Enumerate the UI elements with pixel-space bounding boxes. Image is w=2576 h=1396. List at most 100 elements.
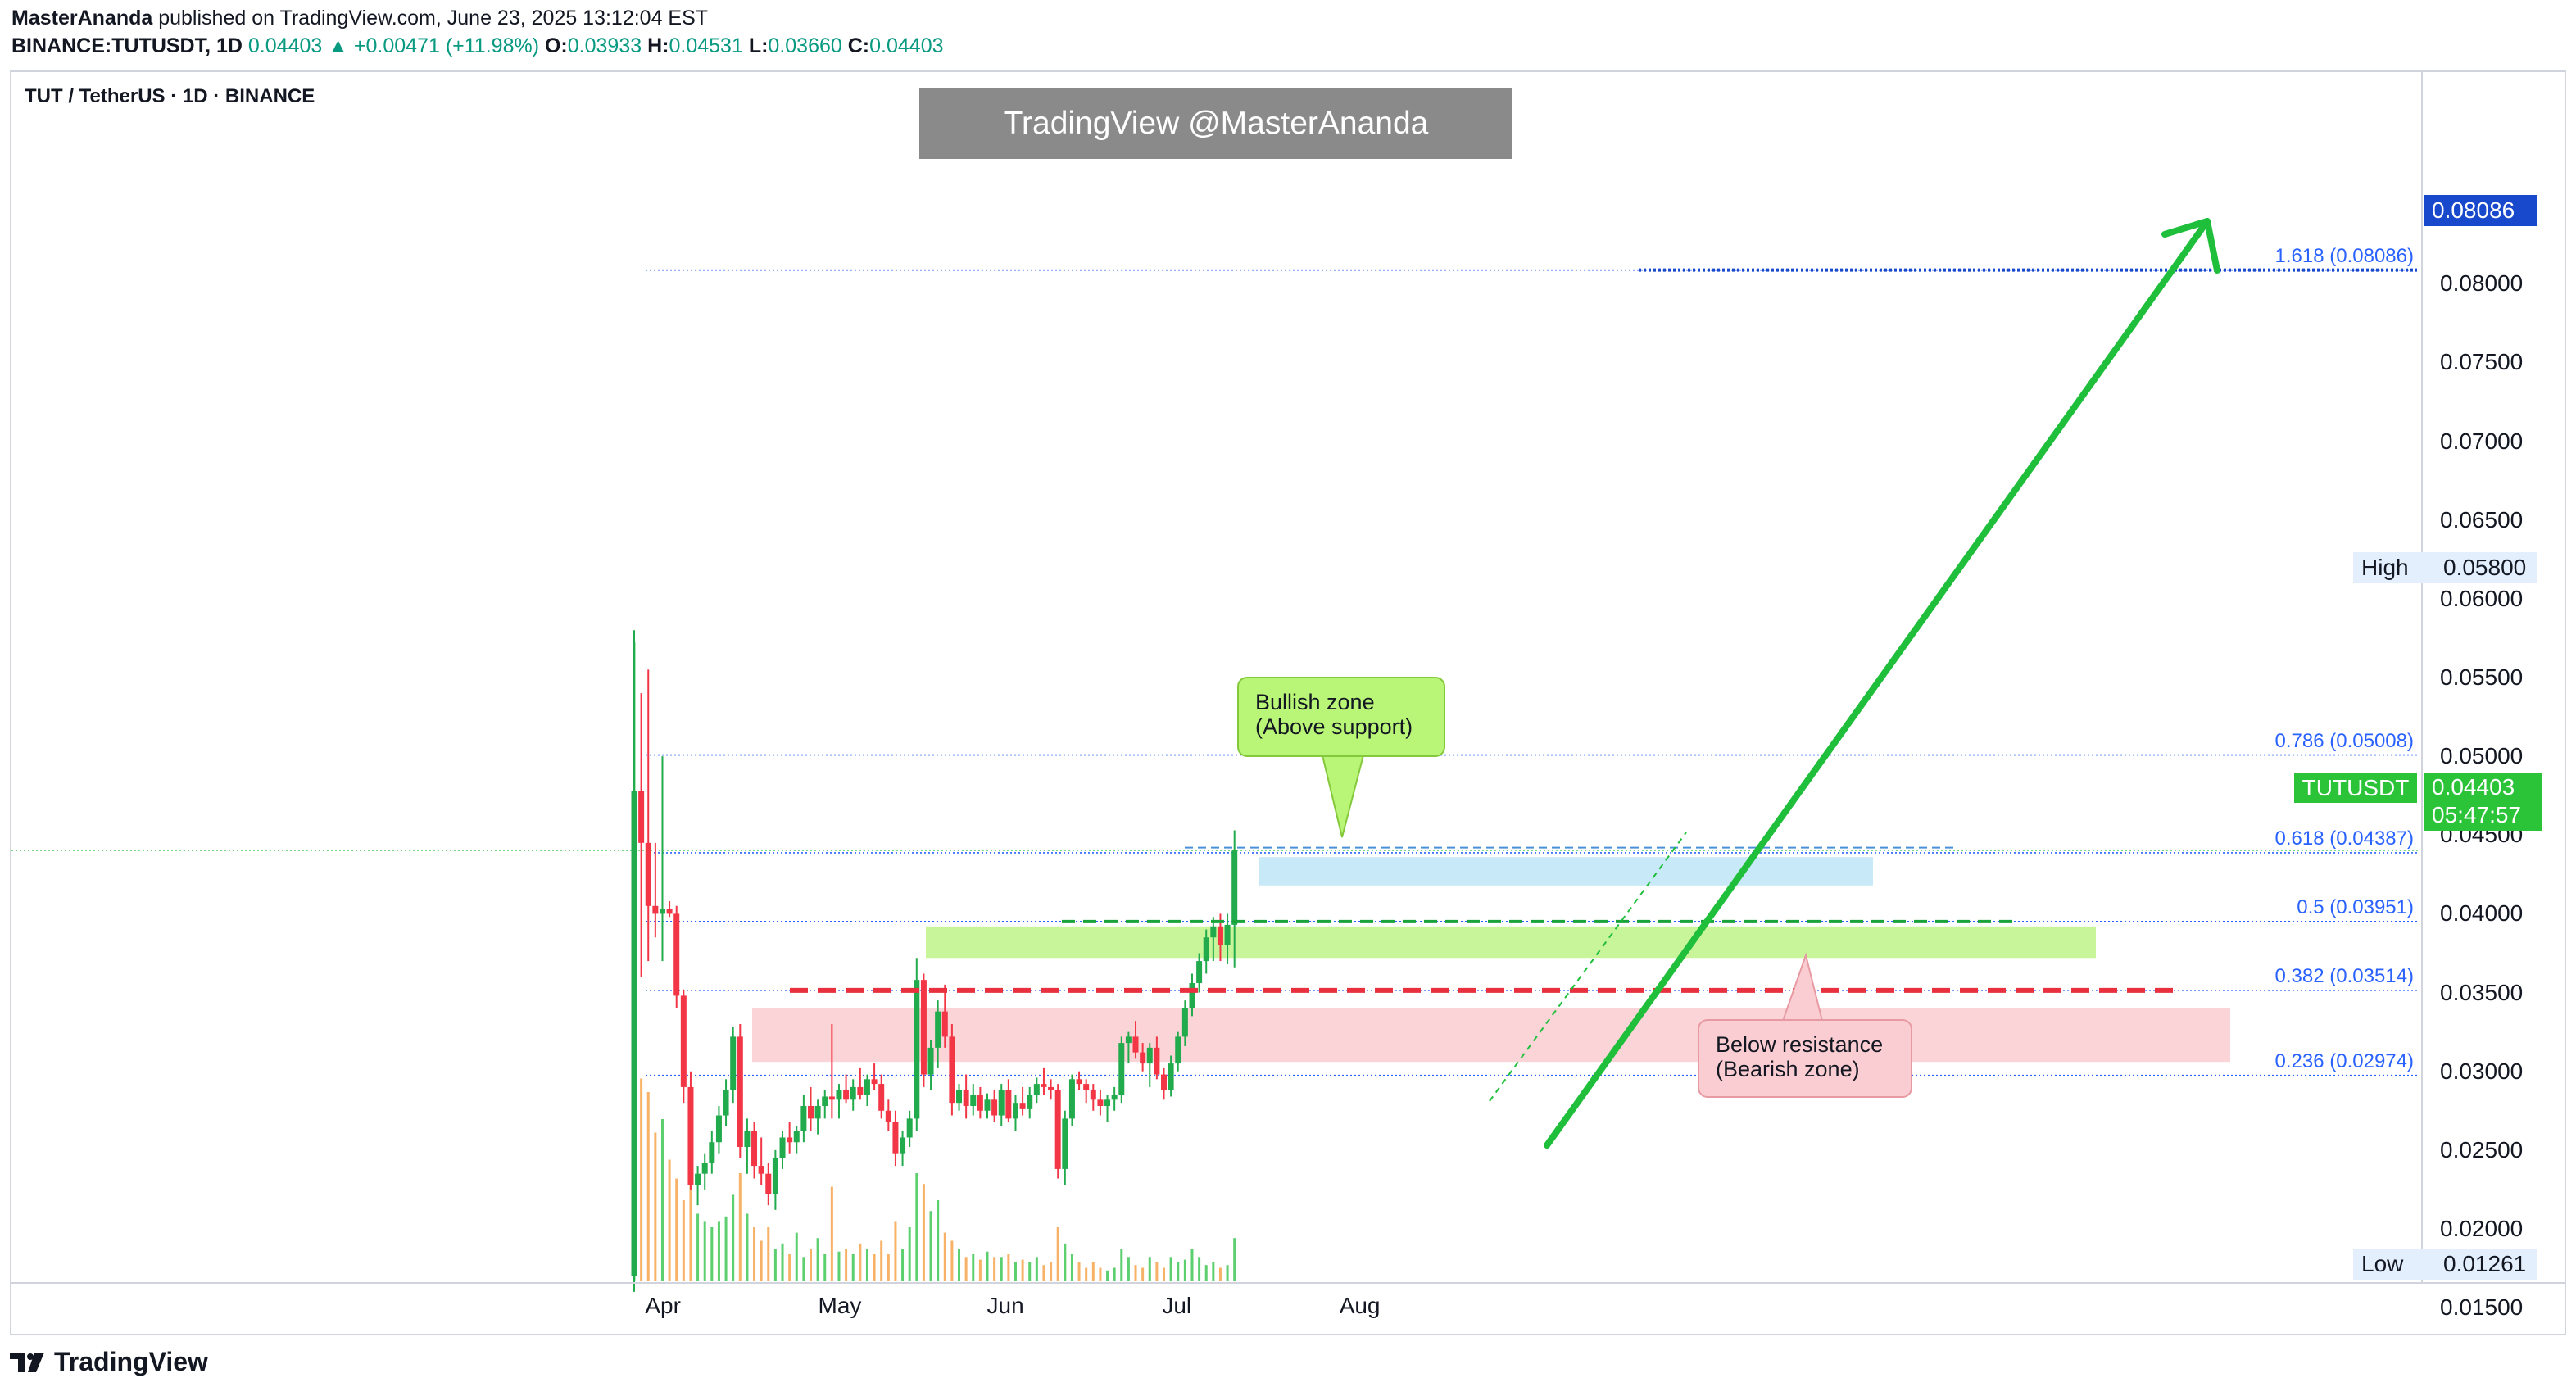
bullish-callout-pointer [1321, 755, 1365, 838]
chart-symbol-title: TUT / TetherUS · 1D · BINANCE [25, 85, 315, 107]
symbol-interval: BINANCE:TUTUSDT, 1D [11, 34, 243, 57]
time-axis-tick: Aug [1339, 1293, 1381, 1318]
price-axis-tick: 0.03500 [2440, 979, 2524, 1005]
candle-body [1083, 1084, 1090, 1090]
volume-bar [887, 1254, 890, 1281]
bearish-callout-pointer [1781, 952, 1824, 1022]
volume-bar [668, 1159, 671, 1281]
volume-bar [1190, 1249, 1194, 1281]
target-zone [1259, 857, 1873, 886]
open-value: 0.03933 [567, 34, 642, 57]
volume-bar [795, 1232, 798, 1281]
close-value: 0.04403 [869, 34, 944, 57]
volume-bar [1134, 1265, 1137, 1281]
open-label: O: [544, 34, 568, 57]
candle-body [638, 791, 645, 843]
candle-body [645, 842, 651, 906]
price-axis-tick: 0.01500 [2440, 1294, 2524, 1321]
time-axis-tick: Jun [986, 1293, 1024, 1318]
volume-bar [781, 1243, 784, 1281]
candle-body [1224, 924, 1231, 945]
candle-body [998, 1090, 1005, 1116]
close-label: C: [847, 34, 870, 57]
fib-level-label: 0.786 (0.05008) [2274, 729, 2414, 752]
volume-bar [1233, 1238, 1236, 1281]
fib-level-label: 0.382 (0.03514) [2274, 964, 2414, 987]
candle-body [1168, 1063, 1174, 1090]
footer-brand[interactable]: TradingView [10, 1347, 208, 1377]
candle-body [836, 1090, 842, 1100]
volume-bar [1183, 1259, 1186, 1281]
candle-body [787, 1137, 793, 1143]
volume-bar [1106, 1270, 1109, 1281]
resistance-zone [752, 1008, 2230, 1063]
candle-body [751, 1131, 758, 1167]
volume-bar [901, 1249, 905, 1281]
volume-bar [830, 1186, 833, 1281]
candle-body [914, 980, 920, 1119]
candle-body [1097, 1099, 1104, 1107]
volume-bar [950, 1240, 954, 1281]
volume-bar [810, 1249, 812, 1281]
candle-body [850, 1086, 856, 1100]
bullish-zone-callout[interactable]: Bullish zone (Above support) [1237, 677, 1445, 757]
candle-body [843, 1090, 850, 1100]
bullish-target-arrow-shaft [1544, 218, 2211, 1149]
volume-bar [1064, 1243, 1067, 1281]
candle-body [892, 1122, 899, 1154]
publish-line: MasterAnanda published on TradingView.co… [11, 7, 708, 30]
volume-bar [1099, 1267, 1102, 1281]
bearish-zone-callout[interactable]: Below resistance (Bearish zone) [1698, 1019, 1912, 1098]
candle-body [991, 1099, 998, 1116]
volume-bar [802, 1257, 805, 1281]
fib-level-label: 0.618 (0.04387) [2274, 827, 2414, 850]
candle-body [1146, 1047, 1153, 1064]
candle-body [744, 1131, 751, 1148]
candle-body [765, 1173, 772, 1194]
high-label: H: [647, 34, 669, 57]
volume-bar [717, 1222, 720, 1281]
volume-bar [689, 1178, 692, 1281]
candle-body [927, 1047, 934, 1075]
candle-body [666, 909, 673, 914]
price-axis-tick: 0.06500 [2440, 506, 2524, 533]
candle-body [864, 1079, 870, 1095]
last-price: 0.04403 [247, 34, 323, 57]
candle-body [1189, 983, 1195, 1008]
volume-bar [1226, 1265, 1229, 1281]
volume-bar [873, 1254, 876, 1281]
low-value: 0.03660 [768, 34, 842, 57]
candle-body [1203, 937, 1209, 962]
candle-body [1033, 1084, 1040, 1095]
candle-body [1196, 961, 1203, 984]
candle-body [709, 1142, 715, 1163]
candle-body [984, 1099, 991, 1111]
volume-bar [773, 1249, 777, 1281]
low-tag-label: Low [2361, 1251, 2404, 1276]
volume-bar [978, 1259, 982, 1281]
high-price-tag: High 0.05800 [2353, 552, 2537, 583]
price-axis-tick: 0.04000 [2440, 900, 2524, 927]
volume-bar [1120, 1249, 1123, 1281]
volume-bar [1028, 1262, 1032, 1281]
volume-bar [788, 1254, 791, 1281]
price-change: ▲ +0.00471 (+11.98%) [328, 34, 540, 57]
candle-body [941, 1011, 948, 1037]
chart-frame[interactable] [10, 70, 2566, 1335]
time-axis-tick: Jul [1162, 1293, 1192, 1318]
candle-body [871, 1079, 878, 1085]
volume-bar [1000, 1257, 1003, 1281]
volume-bar [760, 1240, 763, 1281]
volume-bar [675, 1178, 678, 1281]
volume-bar [1077, 1262, 1081, 1281]
candle-body [680, 995, 687, 1087]
volume-bar [767, 1227, 770, 1281]
volume-bar [1042, 1265, 1045, 1281]
bullish-target-arrowhead [2161, 218, 2220, 274]
volume-bar [894, 1222, 897, 1281]
price-axis-tick: 0.06000 [2440, 585, 2524, 611]
volume-bar [1007, 1254, 1010, 1281]
volume-bar [865, 1249, 868, 1281]
tradingview-logo-icon [10, 1352, 44, 1372]
